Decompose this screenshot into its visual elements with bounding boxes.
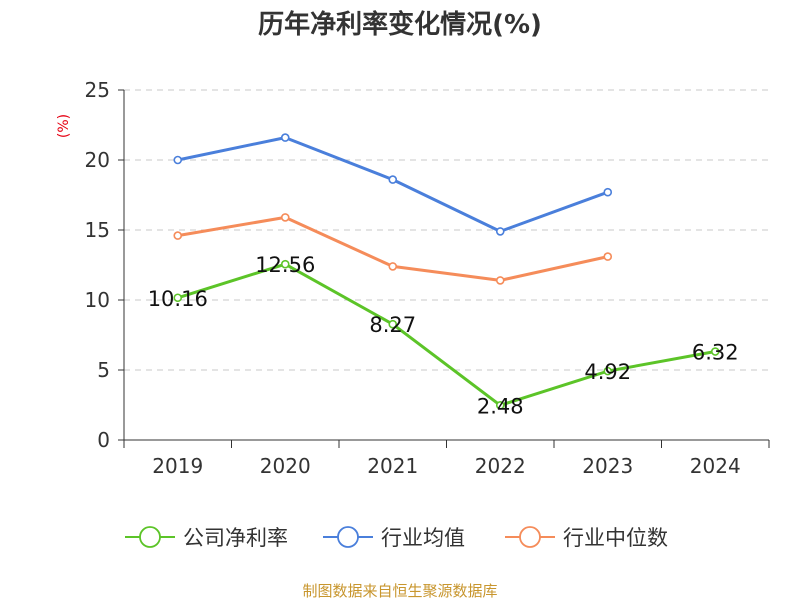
legend-label-0: 公司净利率: [183, 526, 288, 550]
series-line-2: [177, 215, 609, 282]
series-line-0: [177, 262, 716, 407]
series-0-point-1: [280, 259, 290, 269]
legend-label-1: 行业均值: [381, 526, 465, 550]
data-label-2019: 10.16: [148, 287, 208, 311]
y-tick-label-5: 5: [97, 358, 110, 382]
x-tick-label-2020: 2020: [260, 454, 311, 478]
data-label-2023: 4.92: [584, 360, 631, 384]
series-2-point-4: [603, 252, 613, 261]
data-label-2022: 2.48: [477, 394, 524, 418]
series-1-point-0: [173, 155, 183, 165]
axes: 0 5 10 15 20 25 2019 2020 2021 2022 2023 2024: [85, 78, 770, 478]
series-2-point-0: [173, 231, 183, 240]
series-1-point-4: [603, 187, 613, 197]
x-tick-label-2024: 2024: [690, 454, 741, 478]
data-label-2024: 6.32: [692, 341, 739, 365]
series-line-1: [177, 136, 609, 233]
y-tick-label-0: 0: [97, 428, 110, 452]
y-tick-label-20: 20: [85, 148, 110, 172]
grid-lines: [124, 89, 769, 371]
series-0-point-4: [603, 366, 613, 376]
data-labels: 10.16 12.56 8.27 2.48 4.92 6.32: [148, 253, 739, 418]
series-lines: [173, 133, 720, 410]
y-tick-label-10: 10: [85, 288, 110, 312]
legend-marker-0: [139, 526, 161, 548]
data-label-2020: 12.56: [255, 253, 315, 277]
legend-marker-2: [519, 526, 541, 548]
series-1-point-3: [495, 227, 505, 236]
series-1-point-1: [280, 133, 290, 142]
y-axis-unit-label: (%): [56, 114, 72, 138]
y-tick-label-25: 25: [85, 78, 110, 102]
series-2-point-3: [495, 276, 505, 285]
x-tick-label-2019: 2019: [152, 454, 203, 478]
data-label-2021: 8.27: [369, 313, 416, 337]
series-0-point-3: [495, 400, 505, 410]
series-0-point-2: [388, 319, 398, 329]
series-2-point-1: [280, 213, 290, 222]
series-0-point-0: [173, 293, 183, 303]
y-tick-label-15: 15: [85, 218, 110, 242]
series-2-point-2: [388, 262, 398, 271]
legend-marker-1: [337, 526, 359, 548]
legend-label-2: 行业中位数: [563, 526, 668, 550]
chart-title: 历年净利率变化情况(%): [258, 9, 542, 40]
x-tick-label-2021: 2021: [367, 454, 418, 478]
source-note: 制图数据来自恒生聚源数据库: [302, 582, 497, 600]
x-tick-label-2022: 2022: [475, 454, 526, 478]
series-1-point-2: [388, 175, 398, 184]
series-0-point-5: [710, 347, 720, 356]
legend: 公司净利率 行业均值 行业中位数: [125, 526, 668, 550]
x-tick-label-2023: 2023: [582, 454, 633, 478]
